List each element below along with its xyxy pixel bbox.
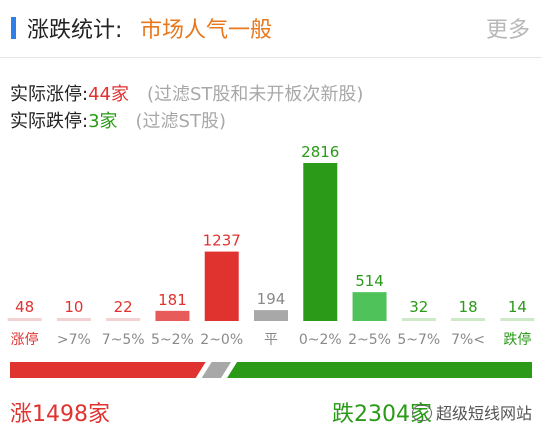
limit-up-value: 44家 bbox=[88, 84, 129, 105]
market-mood-label: 市场人气一般 bbox=[140, 18, 273, 43]
watermark-text: 超级短线网站 bbox=[435, 404, 532, 423]
wechat-icon bbox=[411, 405, 432, 421]
category-label: 5~2% bbox=[151, 332, 194, 348]
bar-value-label: 32 bbox=[409, 298, 428, 316]
bar-value-label: 2816 bbox=[301, 143, 339, 161]
category-label: 0~2% bbox=[299, 332, 342, 348]
category-label: 2~5% bbox=[348, 332, 391, 348]
category-label: 跌停 bbox=[503, 331, 531, 348]
bar-value-label: 18 bbox=[459, 298, 478, 316]
limit-up-stat: 实际涨停:44家 (过滤ST股和未开板次新股) bbox=[10, 80, 363, 106]
category-label: 5~7% bbox=[397, 332, 440, 348]
page-title: 涨跌统计: bbox=[27, 18, 123, 43]
chart-bar bbox=[303, 163, 338, 321]
chart-bar bbox=[56, 318, 91, 321]
chart-bar bbox=[7, 318, 42, 321]
bar-value-label: 22 bbox=[114, 298, 133, 316]
bar-value-label: 514 bbox=[355, 272, 384, 290]
bar-value-label: 181 bbox=[158, 291, 187, 309]
limit-up-note: (过滤ST股和未开板次新股) bbox=[146, 84, 364, 105]
limit-down-note: (过滤ST股) bbox=[135, 111, 226, 132]
chart-bar bbox=[254, 310, 288, 321]
distribution-chart: 48 涨停 10 >7% 22 7~5% 181 5~2% 1237 2~0% 194 平 2816 0~… bbox=[7, 143, 535, 378]
limit-down-value: 3家 bbox=[88, 111, 118, 132]
divider bbox=[0, 57, 542, 58]
bar-value-label: 10 bbox=[64, 298, 83, 316]
up-count-text: 涨1498家 bbox=[10, 402, 110, 427]
chart-bar bbox=[451, 318, 486, 321]
chart-bar bbox=[106, 318, 141, 321]
more-link[interactable]: 更多 bbox=[485, 18, 530, 43]
chart-bar bbox=[352, 292, 387, 321]
header: 涨跌统计: 市场人气一般 更多 bbox=[0, 0, 542, 58]
limit-up-label: 实际涨停: bbox=[10, 84, 89, 105]
bar-value-label: 14 bbox=[508, 298, 527, 316]
bar-value-label: 194 bbox=[257, 290, 286, 308]
category-label: 涨停 bbox=[11, 331, 39, 348]
chart-bar bbox=[204, 251, 239, 321]
chart-bar bbox=[401, 318, 436, 321]
watermark: 超级短线网站 bbox=[411, 400, 532, 424]
chart-bar bbox=[155, 310, 190, 321]
ratio-bar-down bbox=[227, 362, 532, 378]
accent-bar bbox=[11, 17, 16, 39]
category-label: >7% bbox=[57, 332, 91, 348]
category-label: 7%< bbox=[451, 332, 485, 348]
bar-value-label: 48 bbox=[15, 298, 34, 316]
ratio-bar-up bbox=[10, 362, 206, 378]
category-label: 2~0% bbox=[200, 332, 243, 348]
ratio-bar-flat bbox=[201, 362, 232, 378]
category-label: 7~5% bbox=[102, 332, 145, 348]
limit-down-stat: 实际跌停:3家 (过滤ST股) bbox=[10, 107, 226, 133]
chart-bar bbox=[500, 318, 535, 321]
limit-down-label: 实际跌停: bbox=[10, 111, 89, 132]
category-label: 平 bbox=[264, 332, 278, 348]
bar-value-label: 1237 bbox=[203, 232, 241, 250]
